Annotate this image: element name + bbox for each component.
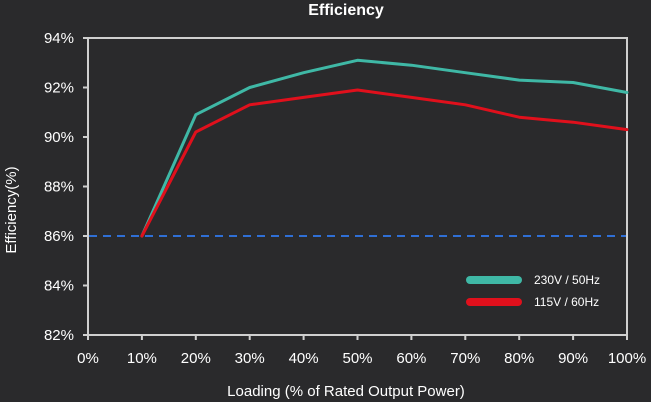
y-tick-label: 86% [44, 228, 74, 245]
y-tick-label: 94% [44, 30, 74, 47]
y-axis-label: Efficiency(%) [3, 166, 20, 253]
x-tick-label: 100% [608, 350, 646, 367]
y-tick-label: 90% [44, 129, 74, 146]
x-tick-label: 60% [396, 350, 426, 367]
x-tick-label: 80% [504, 350, 534, 367]
y-tick-label: 82% [44, 327, 74, 344]
legend: 230V / 50Hz 115V / 60Hz [466, 273, 600, 309]
chart-title: Efficiency [308, 2, 384, 19]
y-tick-label: 92% [44, 80, 74, 97]
x-tick-label: 20% [181, 350, 211, 367]
series-line-1 [140, 58, 629, 238]
legend-label: 230V / 50Hz [534, 273, 600, 287]
legend-label: 115V / 60Hz [534, 295, 599, 309]
x-axis-label: Loading (% of Rated Output Power) [227, 383, 465, 400]
x-tick-label: 40% [289, 350, 319, 367]
x-tick-label: 70% [450, 350, 480, 367]
x-tick-label: 30% [235, 350, 265, 367]
x-axis-ticks: 0% 10% 20% 30% 40% 50% 60% 70% 80% 90% 100% [77, 335, 646, 367]
x-tick-label: 0% [77, 350, 99, 367]
x-tick-label: 10% [127, 350, 157, 367]
y-tick-label: 88% [44, 179, 74, 196]
y-tick-label: 84% [44, 278, 74, 295]
series-layer [140, 58, 629, 238]
series-line-2 [140, 88, 629, 238]
x-tick-label: 90% [558, 350, 588, 367]
y-axis-ticks: 82% 84% 86% 88% 90% 92% 94% [44, 30, 88, 344]
x-tick-label: 50% [342, 350, 372, 367]
plot-area-frame [87, 37, 628, 336]
